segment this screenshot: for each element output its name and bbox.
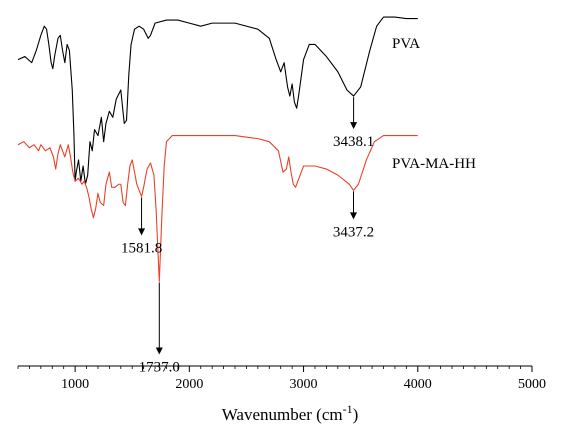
series-label-pva: PVA <box>392 36 420 52</box>
x-tick-label: 4000 <box>404 377 432 392</box>
x-axis: 1000 2000 3000 4000 5000 <box>17 365 546 392</box>
x-tick-label: 2000 <box>175 377 203 392</box>
x-axis-label: Wavenumber (cm-1) <box>222 402 359 424</box>
series-line-pva <box>17 16 418 185</box>
peak-label: 3437.2 <box>333 224 374 240</box>
x-tick-label: 5000 <box>518 377 546 392</box>
annotation-arrow-head <box>155 347 163 355</box>
series-layer <box>17 16 418 283</box>
peak-annotation: 3438.1 <box>333 97 374 150</box>
peak-annotation: 1737.0 <box>139 282 180 376</box>
annotation-arrow-head <box>349 212 357 220</box>
peak-annotation: 3437.2 <box>333 191 374 240</box>
x-axis-label-main: Wavenumber (cm <box>222 405 343 424</box>
annotation-arrow-head <box>138 228 146 236</box>
x-tick-label: 3000 <box>290 377 318 392</box>
peak-annotation: 1581.8 <box>121 197 162 256</box>
series-label-pva-ma-hh: PVA-MA-HH <box>392 156 476 172</box>
peak-label: 1737.0 <box>139 360 180 376</box>
x-tick-label: 1000 <box>61 377 89 392</box>
peak-label: 3438.1 <box>333 134 374 150</box>
x-axis-label-superscript: -1 <box>343 402 353 416</box>
annotation-arrow-head <box>350 122 358 130</box>
peak-label: 1581.8 <box>121 240 162 256</box>
x-axis-label-close: ) <box>353 405 359 424</box>
series-line-pva-ma-hh <box>17 135 418 283</box>
annotation-layer: 3438.1 3437.2 1581.8 1737.0 <box>121 97 374 376</box>
label-layer: PVA PVA-MA-HH <box>392 36 476 172</box>
